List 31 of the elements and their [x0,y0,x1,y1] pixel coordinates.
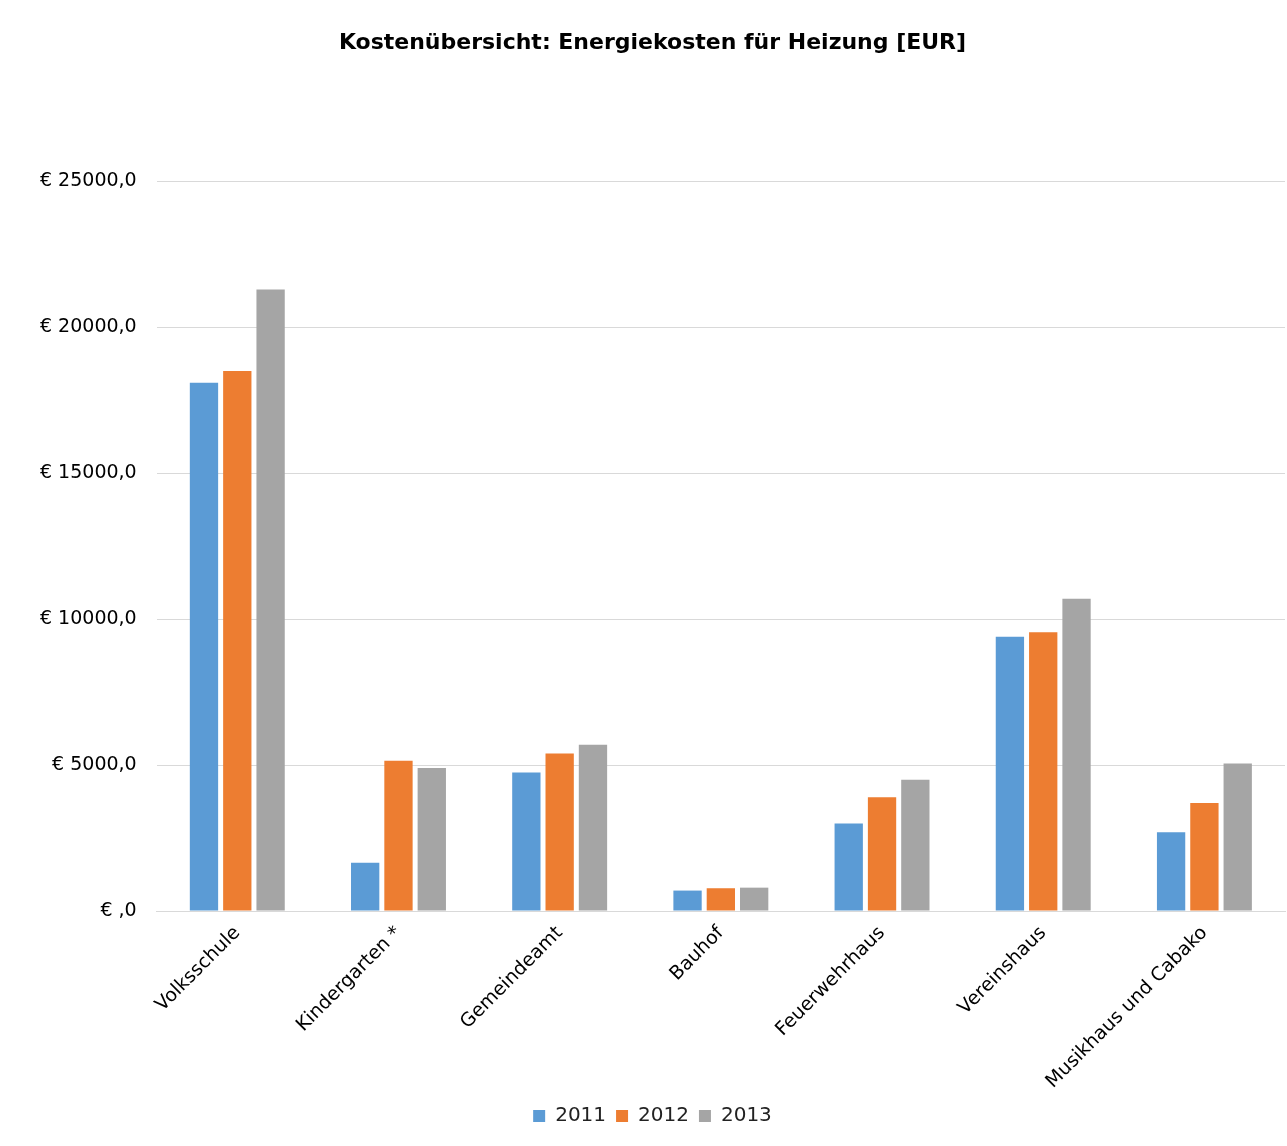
legend-label: 2011 [555,1102,607,1127]
bar [417,768,446,911]
legend-label: 2013 [720,1102,772,1127]
bar [834,823,863,911]
bar [578,744,608,911]
y-tick-label: € 5000,0 [52,752,137,775]
bar [740,887,769,911]
bar [706,888,736,911]
bar [1062,598,1091,911]
bar [1156,832,1186,911]
bar [1190,803,1219,911]
bar [256,289,285,911]
bar [867,797,897,911]
bar [351,862,380,911]
bar [901,779,930,911]
bar [995,636,1025,911]
y-tick-label: € 15000,0 [39,460,137,483]
bar [545,753,574,911]
y-tick-label: € 10000,0 [39,606,137,629]
bar [512,772,541,911]
y-tick-label: € 20000,0 [39,314,137,337]
bar [384,760,413,911]
bar [223,371,252,911]
y-tick-label: € 25000,0 [39,168,137,191]
bar [673,890,702,911]
y-tick-label: € ,0 [100,897,137,920]
bar [189,382,219,911]
legend-label: 2012 [638,1102,689,1127]
bar [1223,763,1252,911]
chart-title: Kostenübersicht: Energiekosten für Heizung [EUR] [338,28,967,54]
bar [1029,632,1058,911]
